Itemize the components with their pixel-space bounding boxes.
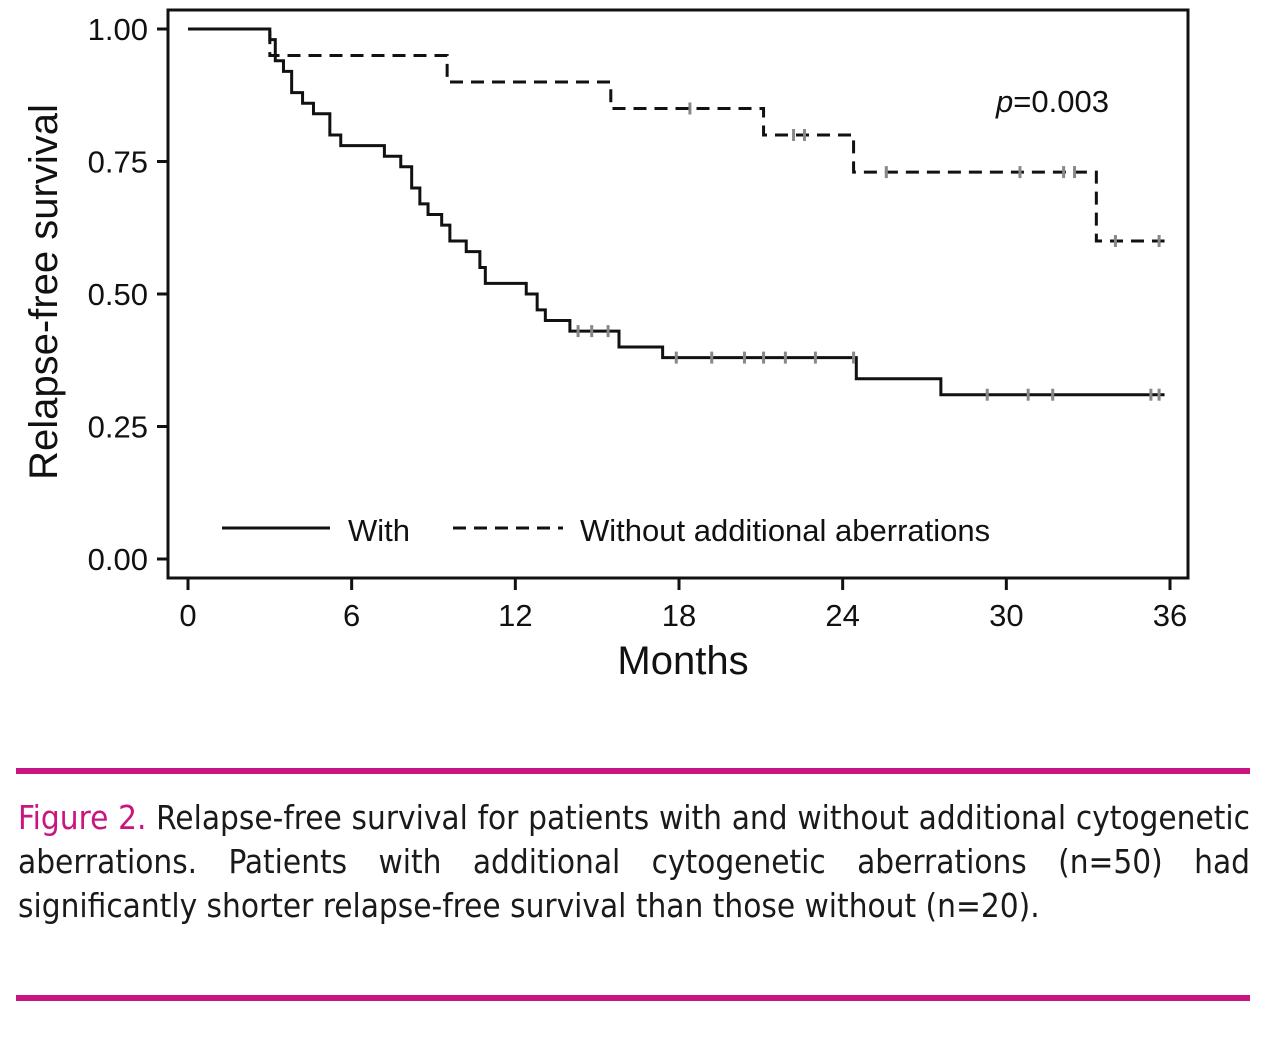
y-tick-label: 0.50	[88, 277, 148, 312]
x-axis: 0 6 12 18 24 30 36	[179, 576, 1187, 633]
p-value: =0.003	[1013, 84, 1109, 119]
x-tick-label: 12	[498, 598, 532, 633]
x-tick-label: 30	[989, 598, 1023, 633]
x-tick-label: 36	[1153, 598, 1187, 633]
caption-top-rule	[16, 768, 1250, 774]
censor-marks	[576, 102, 1161, 401]
p-value-annotation: p=0.003	[995, 84, 1109, 119]
figure-label: Figure 2.	[18, 798, 147, 837]
survival-chart: 0.00 0.25 0.50 0.75 1.00 0 6 12 18 24 30 36 p=0.00…	[22, 8, 1190, 683]
curve-without	[188, 27, 1165, 243]
legend-label-without: Without additional aberrations	[580, 513, 990, 548]
p-italic: p	[995, 84, 1013, 119]
y-tick-label: 0.25	[88, 410, 148, 445]
caption-bottom-rule	[16, 995, 1250, 1001]
x-tick-label: 0	[179, 598, 196, 633]
caption-text: Relapse-free survival for patients with …	[18, 798, 1250, 925]
legend-label-with: With	[348, 513, 410, 548]
plot-panel	[166, 8, 1190, 580]
x-tick-label: 24	[825, 598, 859, 633]
figure-caption: Figure 2. Relapse-free survival for pati…	[18, 796, 1250, 928]
legend: With Without additional aberrations	[222, 513, 990, 548]
x-axis-title: Months	[617, 639, 748, 683]
y-tick-label: 0.00	[88, 542, 148, 577]
x-tick-label: 18	[662, 598, 696, 633]
x-tick-label: 6	[343, 598, 360, 633]
y-axis: 0.00 0.25 0.50 0.75 1.00	[88, 12, 170, 577]
y-tick-label: 0.75	[88, 145, 148, 180]
y-tick-label: 1.00	[88, 12, 148, 47]
y-axis-title: Relapse-free survival	[22, 104, 66, 480]
